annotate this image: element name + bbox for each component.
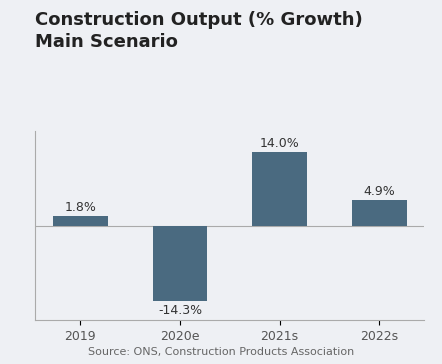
Text: -14.3%: -14.3% (158, 304, 202, 317)
Text: 1.8%: 1.8% (65, 201, 96, 214)
Bar (352, 200, 407, 226)
Bar (53, 216, 108, 226)
Text: Source: ONS, Construction Products Association: Source: ONS, Construction Products Assoc… (88, 347, 354, 357)
Bar (252, 152, 307, 226)
Text: Construction Output (% Growth)
Main Scenario: Construction Output (% Growth) Main Scen… (35, 11, 363, 51)
Text: 4.9%: 4.9% (363, 185, 395, 198)
Text: 14.0%: 14.0% (260, 137, 300, 150)
Bar (152, 226, 207, 301)
